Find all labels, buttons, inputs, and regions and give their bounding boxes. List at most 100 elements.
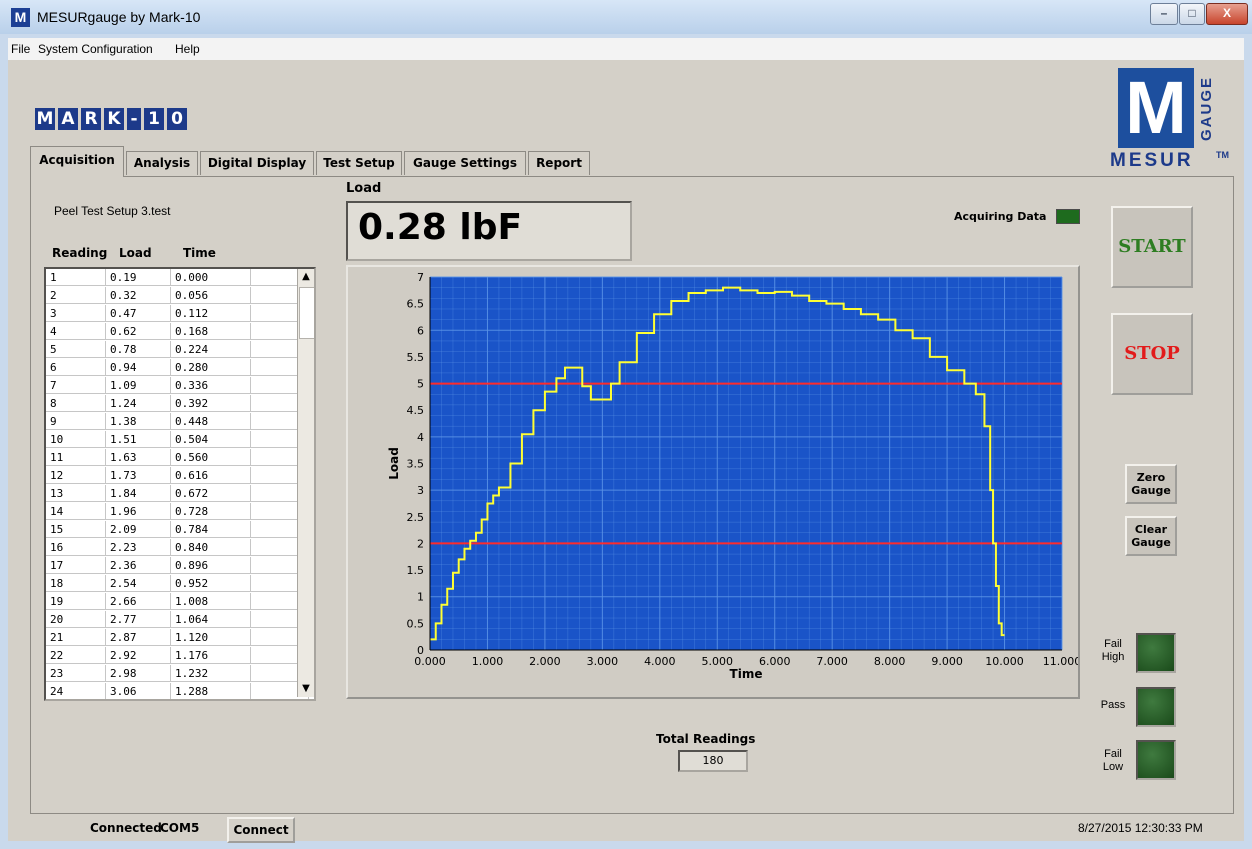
- column-header-reading: Reading: [52, 246, 108, 260]
- table-row[interactable]: 4 0.62 0.168: [46, 323, 309, 341]
- load-value: 0.28 lbF: [358, 207, 523, 248]
- column-header-load: Load: [119, 246, 152, 260]
- cell-load: 2.87: [106, 629, 171, 646]
- cell-reading: 24: [46, 683, 106, 699]
- x-tick-label: 7.000: [816, 655, 848, 668]
- scroll-thumb[interactable]: [299, 287, 314, 339]
- table-row[interactable]: 8 1.24 0.392: [46, 395, 309, 413]
- table-row[interactable]: 23 2.98 1.232: [46, 665, 309, 683]
- table-row[interactable]: 20 2.77 1.064: [46, 611, 309, 629]
- connect-button[interactable]: Connect: [227, 817, 295, 843]
- load-time-graph[interactable]: 0 0.5 1 1.5 2 2.5 3 3.5 4 4.5 5 5.5 6 6.5 7 0.000 1.000 2…: [346, 265, 1080, 699]
- readings-table[interactable]: 24 3.06 1.288 23 2.98 1.232 22 2.92 1.176 21 2.87 1…: [44, 267, 316, 701]
- test-file-name: Peel Test Setup 3.test: [54, 204, 171, 218]
- logo-m: M: [1118, 68, 1194, 148]
- table-row[interactable]: 16 2.23 0.840: [46, 539, 309, 557]
- table-row[interactable]: 14 1.96 0.728: [46, 503, 309, 521]
- cell-time: 0.840: [171, 539, 251, 556]
- table-row[interactable]: 7 1.09 0.336: [46, 377, 309, 395]
- series-line: [430, 286, 1005, 641]
- cell-reading: 18: [46, 575, 106, 592]
- acquiring-data-label: Acquiring Data: [954, 210, 1047, 223]
- tab-gauge-settings[interactable]: Gauge Settings: [404, 151, 526, 175]
- cell-reading: 14: [46, 503, 106, 520]
- menu-system-configuration[interactable]: System Configuration: [38, 42, 153, 56]
- x-tick-label: 11.000: [1043, 655, 1078, 668]
- logo-mesur: MESUR: [1110, 150, 1194, 171]
- cell-time: 0.728: [171, 503, 251, 520]
- title-bar[interactable]: M MESURgauge by Mark-10 – □ X: [0, 0, 1252, 34]
- y-tick-label: 6: [417, 324, 424, 337]
- start-button[interactable]: START: [1111, 206, 1193, 288]
- table-row[interactable]: 13 1.84 0.672: [46, 485, 309, 503]
- logo-gauge: GAUGE: [1198, 75, 1215, 141]
- scroll-down-arrow-icon[interactable]: ▼: [302, 683, 310, 694]
- cell-reading: 10: [46, 431, 106, 448]
- y-tick-label: 6.5: [407, 298, 425, 311]
- menu-help[interactable]: Help: [175, 42, 200, 56]
- logo-letter: R: [81, 108, 101, 130]
- y-tick-label: 5: [417, 378, 424, 391]
- total-readings-label: Total Readings: [656, 732, 756, 746]
- menu-file[interactable]: File: [11, 42, 31, 56]
- table-row[interactable]: 2 0.32 0.056: [46, 287, 309, 305]
- cell-reading: 3: [46, 305, 106, 322]
- load-label: Load: [346, 181, 382, 196]
- tab-acquisition[interactable]: Acquisition: [30, 146, 124, 177]
- connection-status: Connected: [90, 821, 162, 835]
- fail-high-label: Fail High: [1101, 638, 1125, 663]
- x-tick-label: 5.000: [702, 655, 734, 668]
- scroll-up-arrow-icon[interactable]: ▲: [302, 271, 310, 282]
- table-row[interactable]: 5 0.78 0.224: [46, 341, 309, 359]
- y-axis-label: Load: [387, 447, 401, 480]
- tab-report[interactable]: Report: [528, 151, 590, 175]
- x-tick-label: 1.000: [472, 655, 504, 668]
- table-row[interactable]: 6 0.94 0.280: [46, 359, 309, 377]
- table-row[interactable]: 10 1.51 0.504: [46, 431, 309, 449]
- logo-tm: TM: [1216, 150, 1229, 160]
- cell-load: 0.47: [106, 305, 171, 322]
- tab-test-setup[interactable]: Test Setup: [316, 151, 402, 175]
- y-tick-label: 1: [417, 591, 424, 604]
- table-row[interactable]: 11 1.63 0.560: [46, 449, 309, 467]
- cell-load: 0.19: [106, 269, 171, 286]
- mark-10-logo: M A R K - 1 0: [35, 108, 187, 130]
- main-panel: M A R K - 1 0 M GAUGE MESUR TM Acquisiti…: [8, 60, 1244, 843]
- table-row[interactable]: 21 2.87 1.120: [46, 629, 309, 647]
- minimize-button[interactable]: –: [1150, 3, 1178, 25]
- table-row[interactable]: 22 2.92 1.176: [46, 647, 309, 665]
- fail-high-indicator: [1136, 633, 1176, 673]
- table-row[interactable]: 3 0.47 0.112: [46, 305, 309, 323]
- window-title: MESURgauge by Mark-10: [37, 9, 201, 25]
- zero-gauge-button[interactable]: Zero Gauge: [1125, 464, 1177, 504]
- clear-gauge-button[interactable]: Clear Gauge: [1125, 516, 1177, 556]
- pass-indicator: [1136, 687, 1176, 727]
- table-scrollbar[interactable]: ▲ ▼: [297, 269, 314, 697]
- cell-time: 1.008: [171, 593, 251, 610]
- cell-time: 0.224: [171, 341, 251, 358]
- y-tick-label: 1.5: [407, 564, 425, 577]
- x-tick-label: 3.000: [587, 655, 619, 668]
- y-tick-label: 2.5: [407, 511, 425, 524]
- tab-analysis[interactable]: Analysis: [126, 151, 198, 175]
- mesur-gauge-logo: M GAUGE MESUR TM: [1110, 68, 1230, 172]
- table-row[interactable]: 15 2.09 0.784: [46, 521, 309, 539]
- table-row[interactable]: 12 1.73 0.616: [46, 467, 309, 485]
- table-row[interactable]: 18 2.54 0.952: [46, 575, 309, 593]
- table-row[interactable]: 19 2.66 1.008: [46, 593, 309, 611]
- fail-low-indicator: [1136, 740, 1176, 780]
- y-tick-label: 3.5: [407, 458, 425, 471]
- total-readings-value: 180: [678, 750, 748, 772]
- table-row[interactable]: 1 0.19 0.000: [46, 269, 309, 287]
- table-row[interactable]: 17 2.36 0.896: [46, 557, 309, 575]
- maximize-button[interactable]: □: [1179, 3, 1205, 25]
- table-row[interactable]: 9 1.38 0.448: [46, 413, 309, 431]
- cell-reading: 16: [46, 539, 106, 556]
- tab-digital-display[interactable]: Digital Display: [200, 151, 314, 175]
- close-button[interactable]: X: [1206, 3, 1248, 25]
- table-row[interactable]: 24 3.06 1.288: [46, 683, 309, 699]
- y-tick-label: 5.5: [407, 351, 425, 364]
- stop-button[interactable]: STOP: [1111, 313, 1193, 395]
- acquiring-data-led: [1056, 209, 1080, 224]
- cell-load: 0.94: [106, 359, 171, 376]
